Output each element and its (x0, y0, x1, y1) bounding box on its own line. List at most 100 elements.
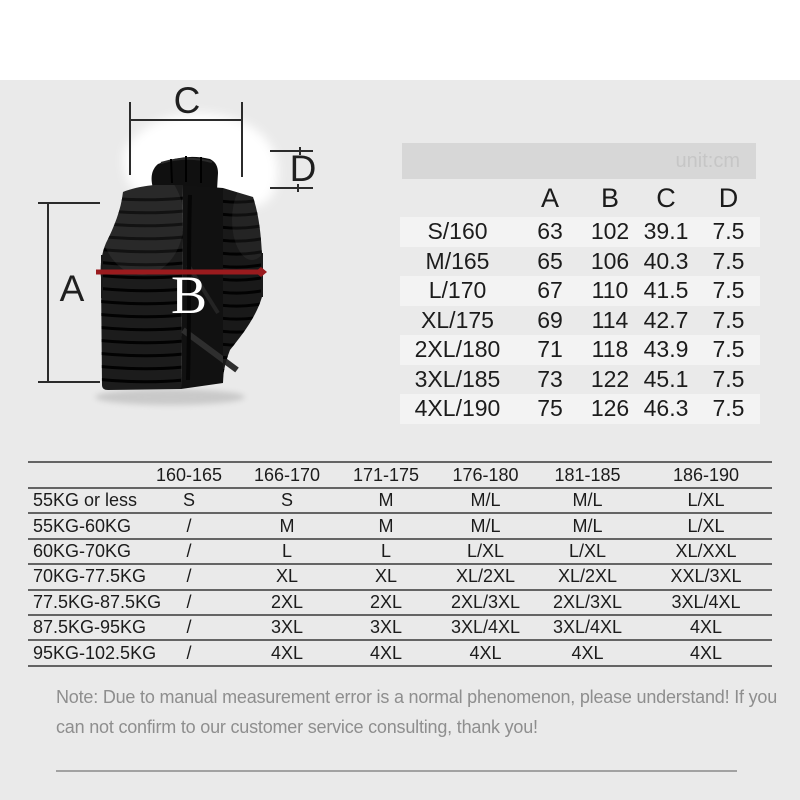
fit-cell: 3XL/4XL (450, 617, 521, 638)
size-cell: 126 (590, 395, 630, 422)
fit-cell: XL (374, 566, 398, 587)
measure-label-a: A (60, 268, 85, 309)
unit-label: unit:cm (675, 150, 740, 172)
size-table-rows: S/160 63 102 39.1 7.5 M/165 65 106 40.3 … (400, 217, 760, 424)
fit-cell: L (380, 540, 391, 561)
fit-cell: 2XL (270, 591, 304, 612)
measure-b-lines (96, 253, 267, 298)
fit-cell: 3XL (369, 617, 403, 638)
measure-a-lines (38, 202, 100, 383)
weight-height-table: 160-165 166-170 171-175 176-180 181-185 … (28, 461, 772, 667)
measure-label-d: D (290, 148, 317, 189)
size-cell: 46.3 (643, 395, 689, 422)
fit-cell: XL/2XL (455, 566, 516, 587)
fit-row: 60KG-70KG / L L L/XL L/XL XL/XXL (28, 540, 772, 566)
size-label: S/160 (427, 218, 488, 245)
col-header-b: B (600, 183, 619, 213)
height-col-header: 160-165 (155, 464, 223, 485)
weight-label: 70KG-77.5KG (33, 566, 147, 587)
fit-cell: S (280, 490, 293, 511)
fit-cell: 3XL/4XL (552, 617, 623, 638)
weight-label: 87.5KG-95KG (33, 617, 147, 638)
note-line-1: Note: Due to manual measurement error is… (56, 687, 778, 707)
fit-row: 70KG-77.5KG / XL XL XL/2XL XL/2XL XXL/3X… (28, 565, 772, 591)
weight-label: 77.5KG-87.5KG (33, 591, 162, 612)
size-label: XL/175 (421, 306, 494, 333)
size-cell: 102 (590, 218, 630, 245)
vest-right-panel (223, 188, 263, 383)
size-cell: 43.9 (643, 336, 689, 363)
size-label: L/170 (428, 277, 487, 304)
fit-cell: / (186, 566, 192, 587)
size-row: XL/175 69 114 42.7 7.5 (400, 306, 760, 336)
bottom-divider (56, 770, 737, 772)
fit-cell: 3XL/4XL (671, 591, 741, 612)
fit-cell: 4XL (689, 617, 723, 638)
fit-row: 55KG-60KG / M M M/L M/L L/XL (28, 514, 772, 540)
size-cell: 110 (591, 277, 629, 304)
size-cell: 7.5 (712, 365, 745, 392)
fit-cell: L/XL (466, 540, 505, 561)
fit-cell: M/L (572, 515, 603, 536)
fit-cell: M (378, 515, 394, 536)
fit-cell: / (186, 515, 192, 536)
size-table-header: A B C D (400, 183, 760, 213)
col-header-c: C (656, 183, 676, 213)
size-row: M/165 65 106 40.3 7.5 (400, 247, 760, 277)
fit-cell: M (279, 515, 295, 536)
fit-cell: 4XL (571, 642, 604, 663)
col-header-d: D (718, 183, 739, 213)
height-col-header: 186-190 (672, 464, 740, 485)
fit-cell: XL (275, 566, 299, 587)
note-text: Note: Due to manual measurement error is… (56, 682, 778, 742)
size-label: M/165 (425, 247, 490, 274)
size-cell: 7.5 (712, 218, 745, 245)
fit-cell: 4XL (369, 642, 403, 663)
fit-cell: 2XL/3XL (552, 591, 623, 612)
fit-cell: M/L (470, 515, 501, 536)
height-col-header: 181-185 (554, 464, 621, 485)
fit-cell: / (186, 591, 192, 612)
fit-cell: XL/XXL (675, 540, 737, 561)
fit-cell: 3XL (270, 617, 304, 638)
size-row: 3XL/185 73 122 45.1 7.5 (400, 365, 760, 395)
fit-cell: / (186, 642, 192, 663)
size-cell: 39.1 (643, 218, 689, 245)
size-row: 2XL/180 71 118 43.9 7.5 (400, 335, 760, 365)
size-cell: 118 (591, 336, 629, 363)
size-cell: 71 (537, 336, 563, 363)
size-cell: 69 (537, 306, 563, 333)
col-header-a: A (540, 183, 559, 213)
fit-cell: L (281, 540, 292, 561)
fit-row: 55KG or less S S M M/L M/L L/XL (28, 489, 772, 515)
fit-cell: L/XL (568, 540, 607, 561)
fit-cell: L/XL (687, 515, 725, 536)
size-label: 2XL/180 (414, 336, 501, 363)
size-cell: 65 (537, 247, 563, 274)
note-line-2: can not confirm to our customer service … (56, 717, 538, 737)
size-label: 4XL/190 (414, 395, 501, 422)
size-row: S/160 63 102 39.1 7.5 (400, 217, 760, 247)
size-row: L/170 67 110 41.5 7.5 (400, 276, 760, 306)
fit-cell: 4XL (469, 642, 502, 663)
weight-label: 60KG-70KG (33, 540, 132, 561)
size-cell: 7.5 (712, 395, 745, 422)
weight-label: 55KG or less (33, 490, 138, 511)
measure-c-lines (129, 102, 243, 177)
size-cell: 40.3 (643, 247, 689, 274)
size-cell: 75 (537, 395, 563, 422)
size-cell: 122 (590, 365, 630, 392)
fit-cell: 2XL/3XL (450, 591, 521, 612)
fit-cell: 2XL (369, 591, 403, 612)
size-cell: 42.7 (643, 306, 689, 333)
fit-cell: M/L (572, 490, 603, 511)
vest-shadow (95, 389, 245, 405)
measure-label-b: B (171, 265, 207, 325)
fit-cell: / (186, 617, 192, 638)
size-cell: 7.5 (712, 336, 745, 363)
measure-d-lines (270, 147, 313, 192)
height-col-header: 166-170 (253, 464, 321, 485)
fit-table-header: 160-165 166-170 171-175 176-180 181-185 … (28, 463, 772, 489)
measure-label-c: C (174, 85, 201, 121)
